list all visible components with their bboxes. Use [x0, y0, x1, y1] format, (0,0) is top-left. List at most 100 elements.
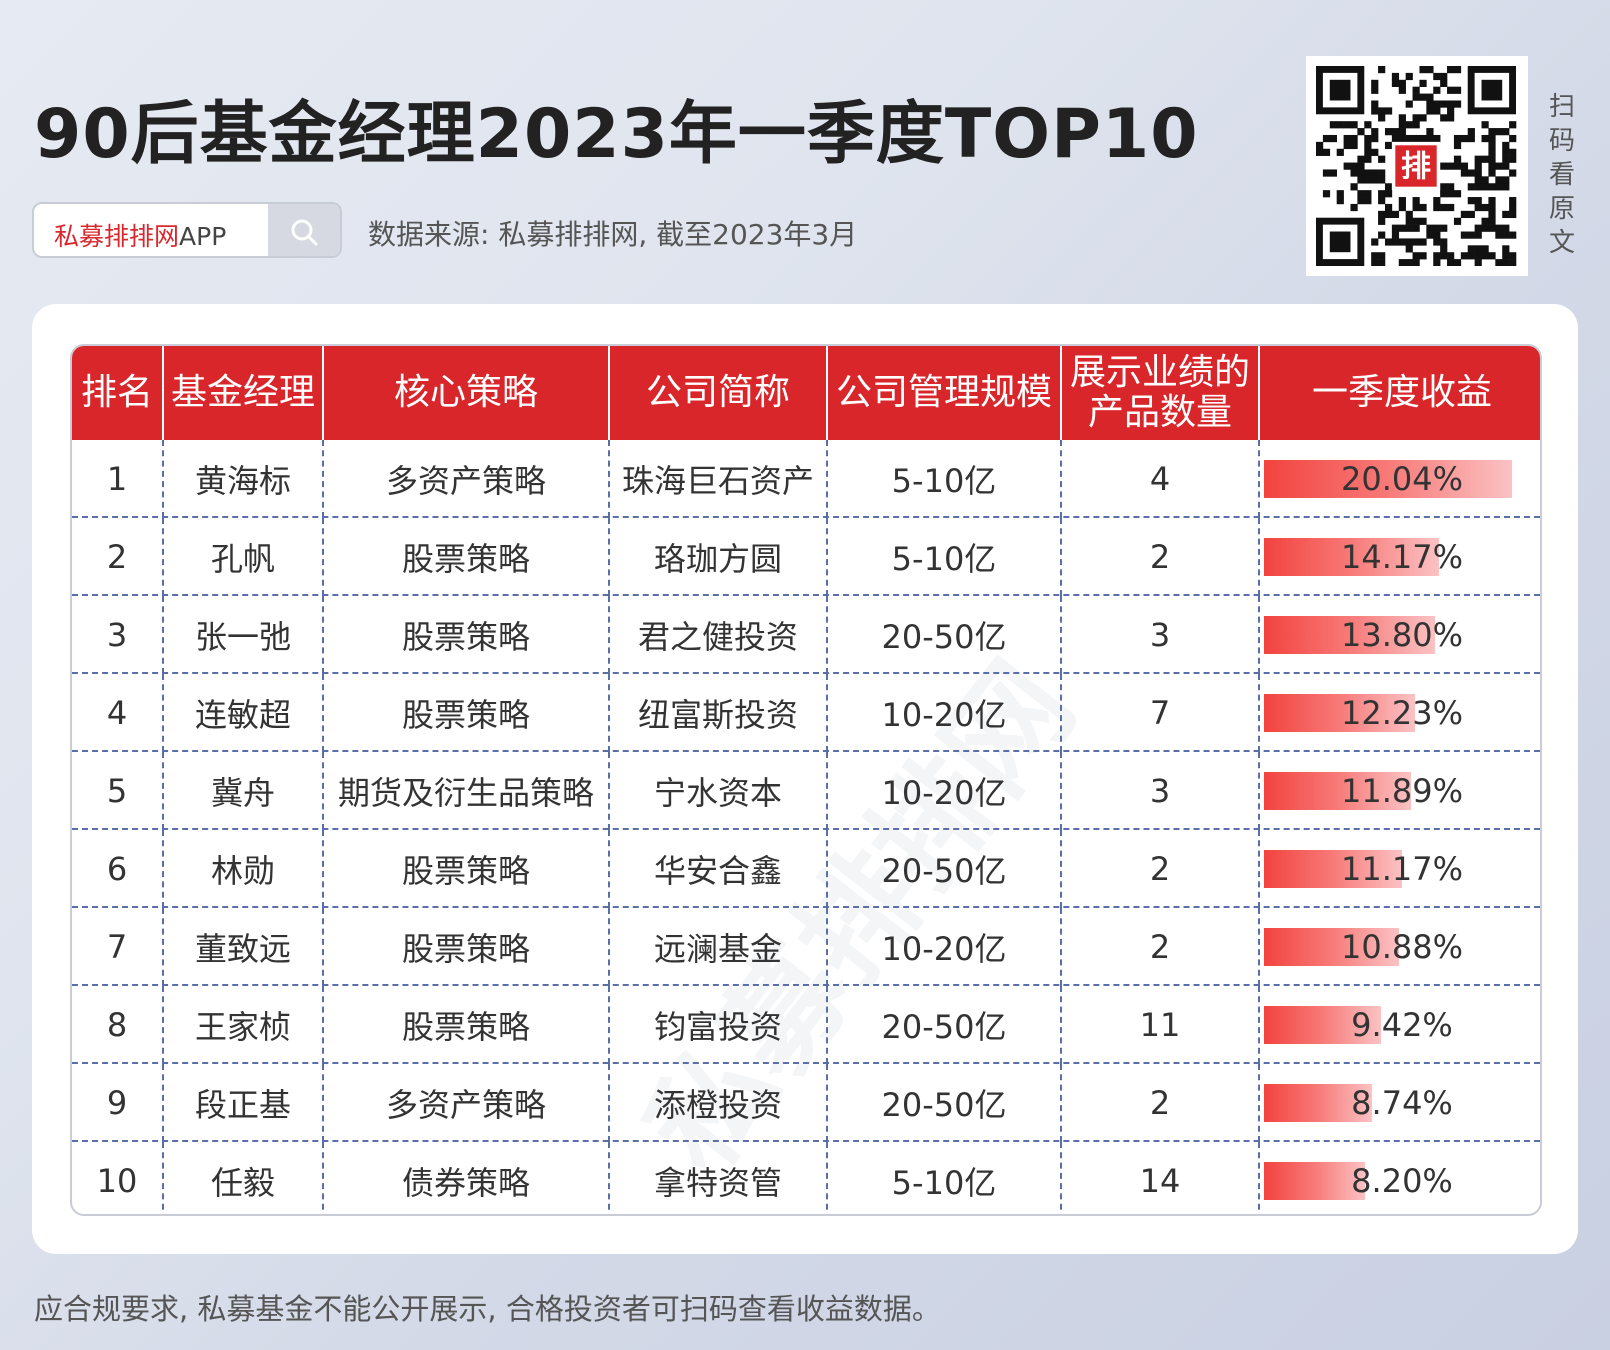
- table-row: 3 张一弛 股票策略 君之健投资 20-50亿 3 13.80%: [72, 596, 1540, 674]
- search-box[interactable]: 私募排排网APP: [32, 202, 342, 258]
- cell-product-count: 3: [1062, 596, 1260, 674]
- cell-manager: 张一弛: [164, 596, 324, 674]
- cell-strategy: 股票策略: [324, 596, 610, 674]
- cell-scale: 5-10亿: [828, 440, 1062, 518]
- cell-return: 12.23%: [1260, 674, 1540, 752]
- cell-strategy: 多资产策略: [324, 1064, 610, 1142]
- cell-rank: 4: [72, 674, 164, 752]
- cell-manager: 冀舟: [164, 752, 324, 830]
- cell-scale: 10-20亿: [828, 752, 1062, 830]
- return-value: 14.17%: [1340, 538, 1463, 576]
- return-value: 8.20%: [1351, 1162, 1453, 1200]
- cell-product-count: 7: [1062, 674, 1260, 752]
- cell-return: 13.80%: [1260, 596, 1540, 674]
- header-manager: 基金经理: [164, 346, 324, 440]
- cell-product-count: 3: [1062, 752, 1260, 830]
- cell-product-count: 4: [1062, 440, 1260, 518]
- cell-scale: 20-50亿: [828, 596, 1062, 674]
- cell-rank: 8: [72, 986, 164, 1064]
- cell-company: 远澜基金: [610, 908, 828, 986]
- cell-company: 君之健投资: [610, 596, 828, 674]
- cell-scale: 20-50亿: [828, 986, 1062, 1064]
- table-row: 4 连敏超 股票策略 纽富斯投资 10-20亿 7 12.23%: [72, 674, 1540, 752]
- cell-strategy: 多资产策略: [324, 440, 610, 518]
- cell-return: 8.20%: [1260, 1142, 1540, 1214]
- header-company: 公司简称: [610, 346, 828, 440]
- cell-return: 8.74%: [1260, 1064, 1540, 1142]
- qr-logo-text: 排: [1401, 149, 1431, 184]
- cell-strategy: 股票策略: [324, 908, 610, 986]
- cell-company: 钧富投资: [610, 986, 828, 1064]
- table-row: 10 任毅 债券策略 拿特资管 5-10亿 14 8.20%: [72, 1142, 1540, 1214]
- cell-manager: 董致远: [164, 908, 324, 986]
- ranking-table: 排名 基金经理 核心策略 公司简称 公司管理规模 展示业绩的 产品数量 一季度收…: [70, 344, 1542, 1216]
- cell-product-count: 2: [1062, 830, 1260, 908]
- cell-scale: 5-10亿: [828, 518, 1062, 596]
- table-row: 1 黄海标 多资产策略 珠海巨石资产 5-10亿 4 20.04%: [72, 440, 1540, 518]
- cell-rank: 6: [72, 830, 164, 908]
- search-label: 私募排排网APP: [54, 222, 227, 251]
- cell-scale: 20-50亿: [828, 830, 1062, 908]
- cell-manager: 王家桢: [164, 986, 324, 1064]
- cell-strategy: 期货及衍生品策略: [324, 752, 610, 830]
- cell-scale: 20-50亿: [828, 1064, 1062, 1142]
- header-return: 一季度收益: [1311, 372, 1492, 413]
- cell-rank: 5: [72, 752, 164, 830]
- qr-side-text: 扫 码 看 原 文: [1548, 92, 1575, 258]
- header-product-count: 展示业绩的 产品数量: [1062, 346, 1260, 440]
- return-value: 20.04%: [1340, 460, 1463, 498]
- return-bar: [1264, 1162, 1365, 1200]
- cell-scale: 10-20亿: [828, 908, 1062, 986]
- table-row: 8 王家桢 股票策略 钧富投资 20-50亿 11 9.42%: [72, 986, 1540, 1064]
- qr-code-image: 排: [1316, 66, 1517, 267]
- qr-code[interactable]: 排: [1306, 56, 1528, 276]
- return-value: 13.80%: [1340, 616, 1463, 654]
- cell-company: 珠海巨石资产: [610, 440, 828, 518]
- return-bar: [1264, 460, 1512, 498]
- return-bar: [1264, 538, 1439, 576]
- return-bar: [1264, 1006, 1381, 1044]
- footer-note: 应合规要求, 私募基金不能公开展示, 合格投资者可扫码查看收益数据。: [34, 1292, 941, 1326]
- cell-rank: 9: [72, 1064, 164, 1142]
- cell-rank: 1: [72, 440, 164, 518]
- cell-rank: 2: [72, 518, 164, 596]
- cell-company: 宁水资本: [610, 752, 828, 830]
- cell-return: 11.89%: [1260, 752, 1540, 830]
- cell-scale: 10-20亿: [828, 674, 1062, 752]
- header-scale: 公司管理规模: [828, 346, 1062, 440]
- cell-company: 拿特资管: [610, 1142, 828, 1214]
- cell-product-count: 2: [1062, 1064, 1260, 1142]
- return-value: 9.42%: [1351, 1006, 1453, 1044]
- cell-manager: 任毅: [164, 1142, 324, 1214]
- cell-strategy: 股票策略: [324, 986, 610, 1064]
- cell-manager: 林勋: [164, 830, 324, 908]
- table-row: 9 段正基 多资产策略 添橙投资 20-50亿 2 8.74%: [72, 1064, 1540, 1142]
- header-rank: 排名: [72, 346, 164, 440]
- cell-rank: 10: [72, 1142, 164, 1214]
- cell-return: 10.88%: [1260, 908, 1540, 986]
- search-icon: [291, 219, 318, 246]
- cell-manager: 黄海标: [164, 440, 324, 518]
- cell-manager: 连敏超: [164, 674, 324, 752]
- return-value: 12.23%: [1340, 694, 1463, 732]
- search-button[interactable]: [268, 204, 340, 256]
- cell-product-count: 2: [1062, 518, 1260, 596]
- header-strategy: 核心策略: [324, 346, 610, 440]
- page-title: 90后基金经理2023年一季度TOP10: [34, 95, 1199, 174]
- cell-strategy: 股票策略: [324, 518, 610, 596]
- table-row: 2 孔帆 股票策略 珞珈方圆 5-10亿 2 14.17%: [72, 518, 1540, 596]
- cell-product-count: 11: [1062, 986, 1260, 1064]
- return-bar: [1264, 772, 1411, 810]
- cell-strategy: 股票策略: [324, 674, 610, 752]
- cell-company: 添橙投资: [610, 1064, 828, 1142]
- return-bar: [1264, 694, 1415, 732]
- table-card: 私募排排网 排名 基金经理 核心策略 公司简称 公司管理规模 展示业绩的 产品数…: [32, 304, 1578, 1254]
- return-bar: [1264, 850, 1402, 888]
- cell-strategy: 股票策略: [324, 830, 610, 908]
- cell-company: 纽富斯投资: [610, 674, 828, 752]
- cell-rank: 7: [72, 908, 164, 986]
- table-row: 5 冀舟 期货及衍生品策略 宁水资本 10-20亿 3 11.89%: [72, 752, 1540, 830]
- data-source: 数据来源: 私募排排网, 截至2023年3月: [368, 218, 858, 251]
- cell-company: 华安合鑫: [610, 830, 828, 908]
- return-value: 11.89%: [1340, 772, 1463, 810]
